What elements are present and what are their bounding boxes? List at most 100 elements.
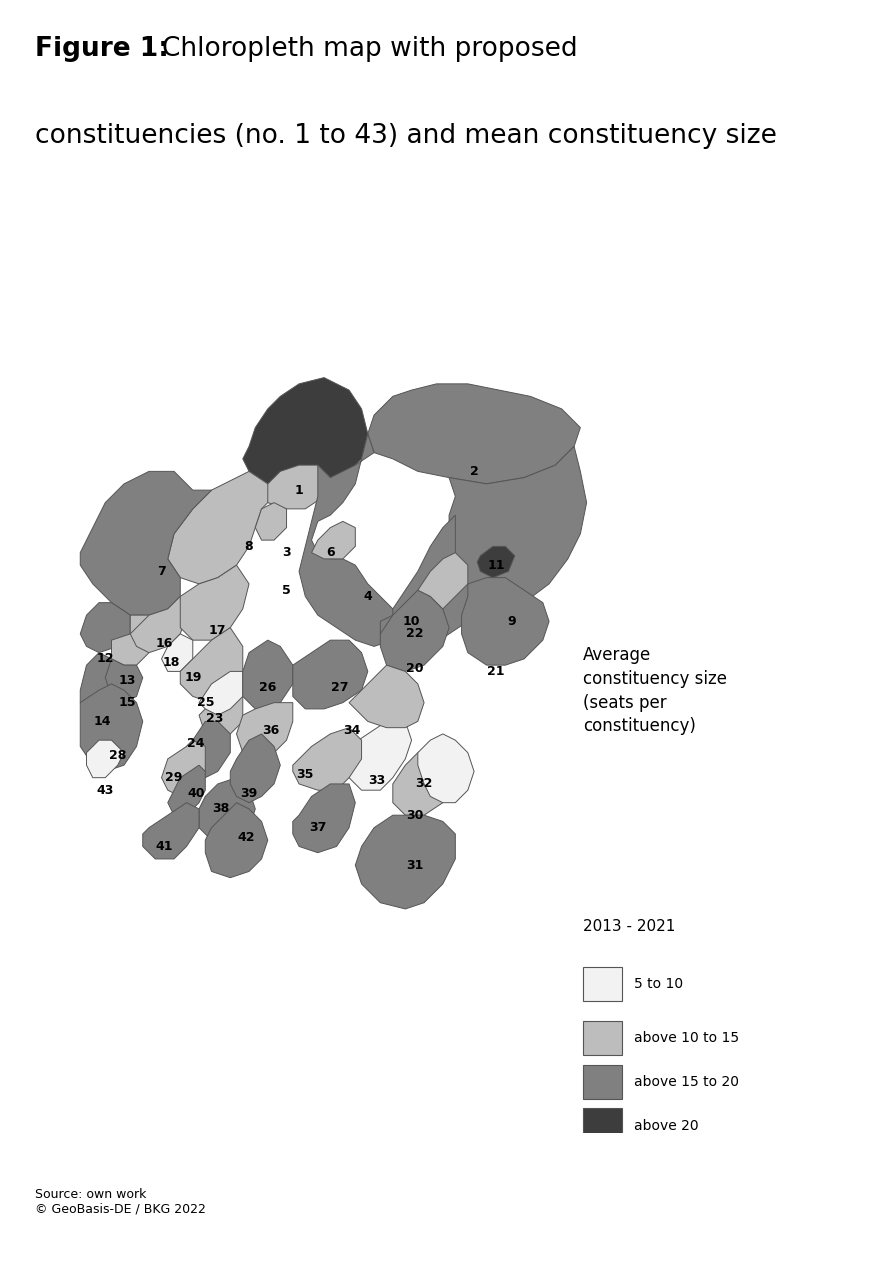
Text: 38: 38 [212,803,229,815]
Text: 12: 12 [97,653,114,666]
Bar [582,968,621,1001]
Polygon shape [180,627,243,703]
Text: Figure 1:: Figure 1: [35,36,169,63]
Polygon shape [143,803,198,859]
Text: 42: 42 [237,831,254,844]
Text: 26: 26 [259,681,276,694]
Polygon shape [230,733,280,803]
Polygon shape [349,722,411,790]
Text: 9: 9 [507,614,516,628]
Text: 6: 6 [326,547,334,559]
Polygon shape [80,684,143,772]
Polygon shape [180,722,230,778]
Text: 36: 36 [262,724,279,737]
Text: 18: 18 [162,655,179,668]
Text: 34: 34 [343,724,361,737]
Polygon shape [417,733,473,803]
Text: 22: 22 [406,627,423,640]
Text: 4: 4 [363,590,372,603]
Polygon shape [161,740,205,796]
Polygon shape [198,778,255,840]
Text: 30: 30 [406,809,423,822]
Text: above 20: above 20 [633,1119,698,1133]
Polygon shape [180,566,249,640]
Polygon shape [167,471,268,584]
Text: 25: 25 [197,696,214,709]
Text: 28: 28 [109,749,127,763]
Polygon shape [243,378,368,490]
Polygon shape [87,740,124,778]
Text: 15: 15 [118,696,136,709]
Text: 24: 24 [187,737,205,750]
Text: 40: 40 [187,787,205,800]
Text: 32: 32 [415,777,432,791]
Text: 35: 35 [296,768,314,781]
Polygon shape [299,434,405,646]
Text: 5: 5 [282,584,291,596]
Text: Average
constituency size
(seats per
constituency): Average constituency size (seats per con… [582,646,726,735]
Polygon shape [130,596,186,653]
Text: 39: 39 [240,787,257,800]
Polygon shape [112,616,155,666]
Polygon shape [261,465,330,509]
Text: constituencies (no. 1 to 43) and mean constituency size: constituencies (no. 1 to 43) and mean co… [35,123,776,148]
Polygon shape [237,703,292,759]
Text: 21: 21 [486,664,504,678]
Text: 2: 2 [470,465,478,477]
Polygon shape [167,765,205,815]
Polygon shape [80,603,130,653]
Polygon shape [292,640,368,709]
Polygon shape [392,746,455,815]
Polygon shape [461,577,548,666]
Text: Source: own work
© GeoBasis-DE / BKG 2022: Source: own work © GeoBasis-DE / BKG 202… [35,1188,206,1216]
Text: 1: 1 [294,484,303,497]
Text: 7: 7 [157,564,166,577]
Polygon shape [349,666,424,727]
Text: above 15 to 20: above 15 to 20 [633,1075,738,1089]
Text: 2013 - 2021: 2013 - 2021 [582,919,674,934]
Text: 23: 23 [206,712,223,724]
Polygon shape [380,515,480,653]
Polygon shape [368,384,579,484]
Text: 33: 33 [369,774,385,787]
Text: 37: 37 [308,822,326,835]
Polygon shape [355,815,455,909]
Text: 17: 17 [209,625,226,637]
Text: 41: 41 [156,840,173,852]
Polygon shape [161,634,192,672]
Polygon shape [80,653,118,709]
Bar [582,1108,621,1143]
Text: 31: 31 [406,859,423,872]
Text: 29: 29 [165,771,183,785]
Text: 43: 43 [97,783,113,796]
Bar [582,1021,621,1055]
Polygon shape [80,471,211,616]
Bar [582,1065,621,1098]
Text: 16: 16 [156,636,173,650]
Text: 20: 20 [406,662,423,675]
Text: 27: 27 [330,681,348,694]
Text: 10: 10 [402,614,420,628]
Polygon shape [292,783,355,852]
Text: 13: 13 [119,675,136,687]
Polygon shape [243,640,292,709]
Polygon shape [448,447,586,609]
Polygon shape [477,547,514,577]
Text: above 10 to 15: above 10 to 15 [633,1030,738,1044]
Polygon shape [198,672,243,716]
Text: 3: 3 [282,547,291,559]
Polygon shape [255,503,286,540]
Polygon shape [417,553,467,609]
Text: 19: 19 [184,671,201,684]
Polygon shape [205,803,268,878]
Text: 8: 8 [245,540,253,553]
Text: 11: 11 [486,558,504,572]
Polygon shape [105,659,143,703]
Text: 5 to 10: 5 to 10 [633,978,682,992]
Polygon shape [292,727,361,790]
Text: 14: 14 [93,716,111,728]
Polygon shape [380,590,448,672]
Polygon shape [311,521,355,559]
Polygon shape [198,672,243,740]
Text: Chloropleth map with proposed: Chloropleth map with proposed [162,36,577,63]
